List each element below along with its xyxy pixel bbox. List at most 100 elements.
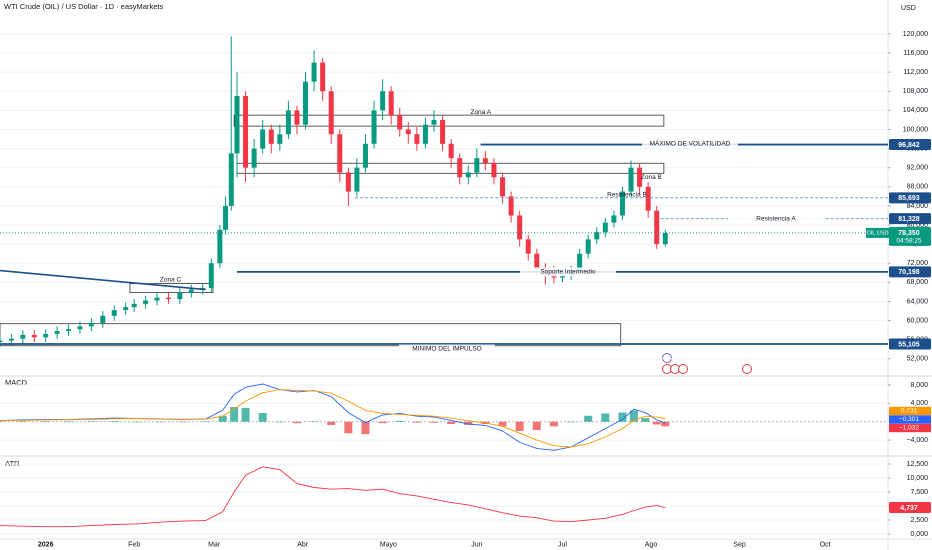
macd-badge-bg — [889, 406, 931, 416]
y-tick-label: 112,000 — [903, 69, 928, 76]
level-label: Resistencia A — [756, 215, 796, 222]
candle-body — [371, 110, 377, 144]
y-tick-label: 72,000 — [907, 260, 929, 267]
y-tick-label: 52,000 — [907, 356, 929, 363]
y-tick-label: 0,000 — [910, 531, 928, 538]
histogram-bar — [430, 421, 439, 423]
candle-body — [577, 253, 583, 271]
histogram-bar — [584, 415, 593, 422]
event-icon[interactable] — [662, 353, 672, 363]
candle-body — [88, 322, 94, 327]
zone-label: Zona C — [160, 276, 182, 283]
candle-body — [337, 134, 343, 173]
histogram-bar — [515, 421, 524, 431]
level-label: Resistencia B — [607, 192, 647, 199]
candle-body — [328, 91, 334, 135]
y-tick-label: 64,000 — [907, 298, 929, 305]
histogram-bar — [230, 407, 239, 422]
level-label-bg — [399, 344, 495, 354]
candle-body — [303, 81, 309, 125]
histogram-bar — [133, 421, 142, 423]
x-tick-label: Mayo — [380, 541, 397, 548]
candle-body — [422, 124, 428, 144]
y-tick-label: 92,000 — [907, 165, 929, 172]
histogram-bar — [661, 421, 670, 427]
histogram-bar — [412, 421, 421, 423]
histogram-bar — [327, 421, 336, 425]
candle-body — [320, 62, 326, 92]
level-badge: 81,328 — [898, 216, 920, 223]
x-tick-label: Abr — [297, 541, 309, 548]
event-icon[interactable] — [678, 364, 688, 374]
candle-body — [268, 129, 274, 144]
x-tick-label: Feb — [128, 541, 140, 548]
histogram-bar — [275, 421, 284, 423]
candle-body — [234, 96, 240, 154]
countdown: 04:58:25 — [896, 238, 922, 245]
y-tick-label: 116,000 — [903, 50, 928, 57]
candle-body — [662, 232, 668, 245]
atr-badge-bg — [889, 501, 931, 513]
macd-badge: −0,301 — [899, 416, 919, 423]
macd-badge-bg — [889, 415, 931, 424]
event-icons[interactable] — [662, 353, 752, 374]
candle-body — [111, 310, 117, 316]
x-tick-label: Jun — [471, 541, 482, 548]
histogram-bar — [601, 413, 610, 422]
histogram-bar — [18, 421, 27, 422]
candle-body — [448, 143, 454, 159]
candle-body — [397, 115, 403, 130]
candle-body — [100, 315, 106, 323]
candle-body — [123, 307, 129, 311]
currency: USD — [901, 5, 916, 12]
x-tick-label: Ago — [645, 541, 658, 548]
symbol-label: OIL.USD — [866, 230, 888, 236]
candle-body — [637, 167, 643, 187]
level-badge: 70,198 — [898, 269, 920, 276]
candle-body — [66, 329, 72, 332]
candle-body — [31, 334, 37, 338]
x-tick-label: Mar — [208, 541, 221, 548]
y-tick-label: 2,500 — [910, 517, 928, 524]
candle-body — [440, 119, 446, 144]
histogram-bar — [567, 421, 576, 423]
histogram-bar — [0, 421, 4, 423]
y-tick-label: 68,000 — [907, 279, 929, 286]
candle-body — [380, 91, 386, 111]
candle-body — [654, 210, 660, 245]
zone — [236, 162, 665, 174]
level-label: MÁXIMO DE VOLATILIDAD — [650, 138, 731, 147]
candle-body — [243, 96, 249, 168]
histogram-bar — [395, 420, 404, 422]
candle-body — [131, 303, 137, 308]
histogram-bar — [292, 421, 301, 424]
candle-body — [277, 134, 283, 144]
candle-body — [77, 326, 83, 330]
y-tick-label: 7,500 — [910, 489, 928, 496]
candle-body — [431, 119, 437, 125]
zone — [0, 323, 622, 347]
macd-badge: 0,731 — [901, 408, 918, 415]
x-tick-label: Jul — [558, 541, 567, 548]
symbol-bg — [866, 227, 889, 238]
candle-body — [143, 300, 149, 304]
y-tick-label: 120,000 — [903, 31, 928, 38]
histogram-bar — [218, 415, 227, 422]
histogram-bar — [447, 421, 456, 425]
y-tick-label: 100,000 — [903, 126, 928, 133]
candle-body — [388, 91, 394, 116]
level-badge: 85,693 — [898, 195, 920, 202]
level-label-bg — [520, 267, 616, 277]
histogram-bar — [549, 421, 558, 427]
candle-body — [0, 340, 3, 343]
event-icon[interactable] — [742, 364, 752, 374]
histogram-bar — [378, 421, 387, 424]
level-label: MINIMO DEL IMPULSO — [412, 346, 481, 353]
x-tick-label: Oct — [820, 541, 831, 548]
histogram-bar — [178, 421, 187, 423]
candle-body — [20, 334, 26, 339]
x-tick-label: 2026 — [38, 541, 54, 548]
candle-body — [517, 215, 523, 240]
level-badge-bg — [889, 266, 931, 278]
candle-body — [585, 239, 591, 254]
